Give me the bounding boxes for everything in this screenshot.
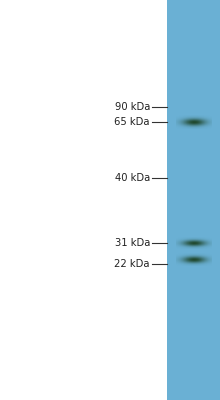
Bar (167, 0, 220, 400)
Text: 31 kDa: 31 kDa (115, 238, 150, 248)
Text: 40 kDa: 40 kDa (115, 173, 150, 183)
Text: 90 kDa: 90 kDa (115, 102, 150, 112)
Text: 65 kDa: 65 kDa (114, 117, 150, 127)
Text: 22 kDa: 22 kDa (114, 259, 150, 269)
